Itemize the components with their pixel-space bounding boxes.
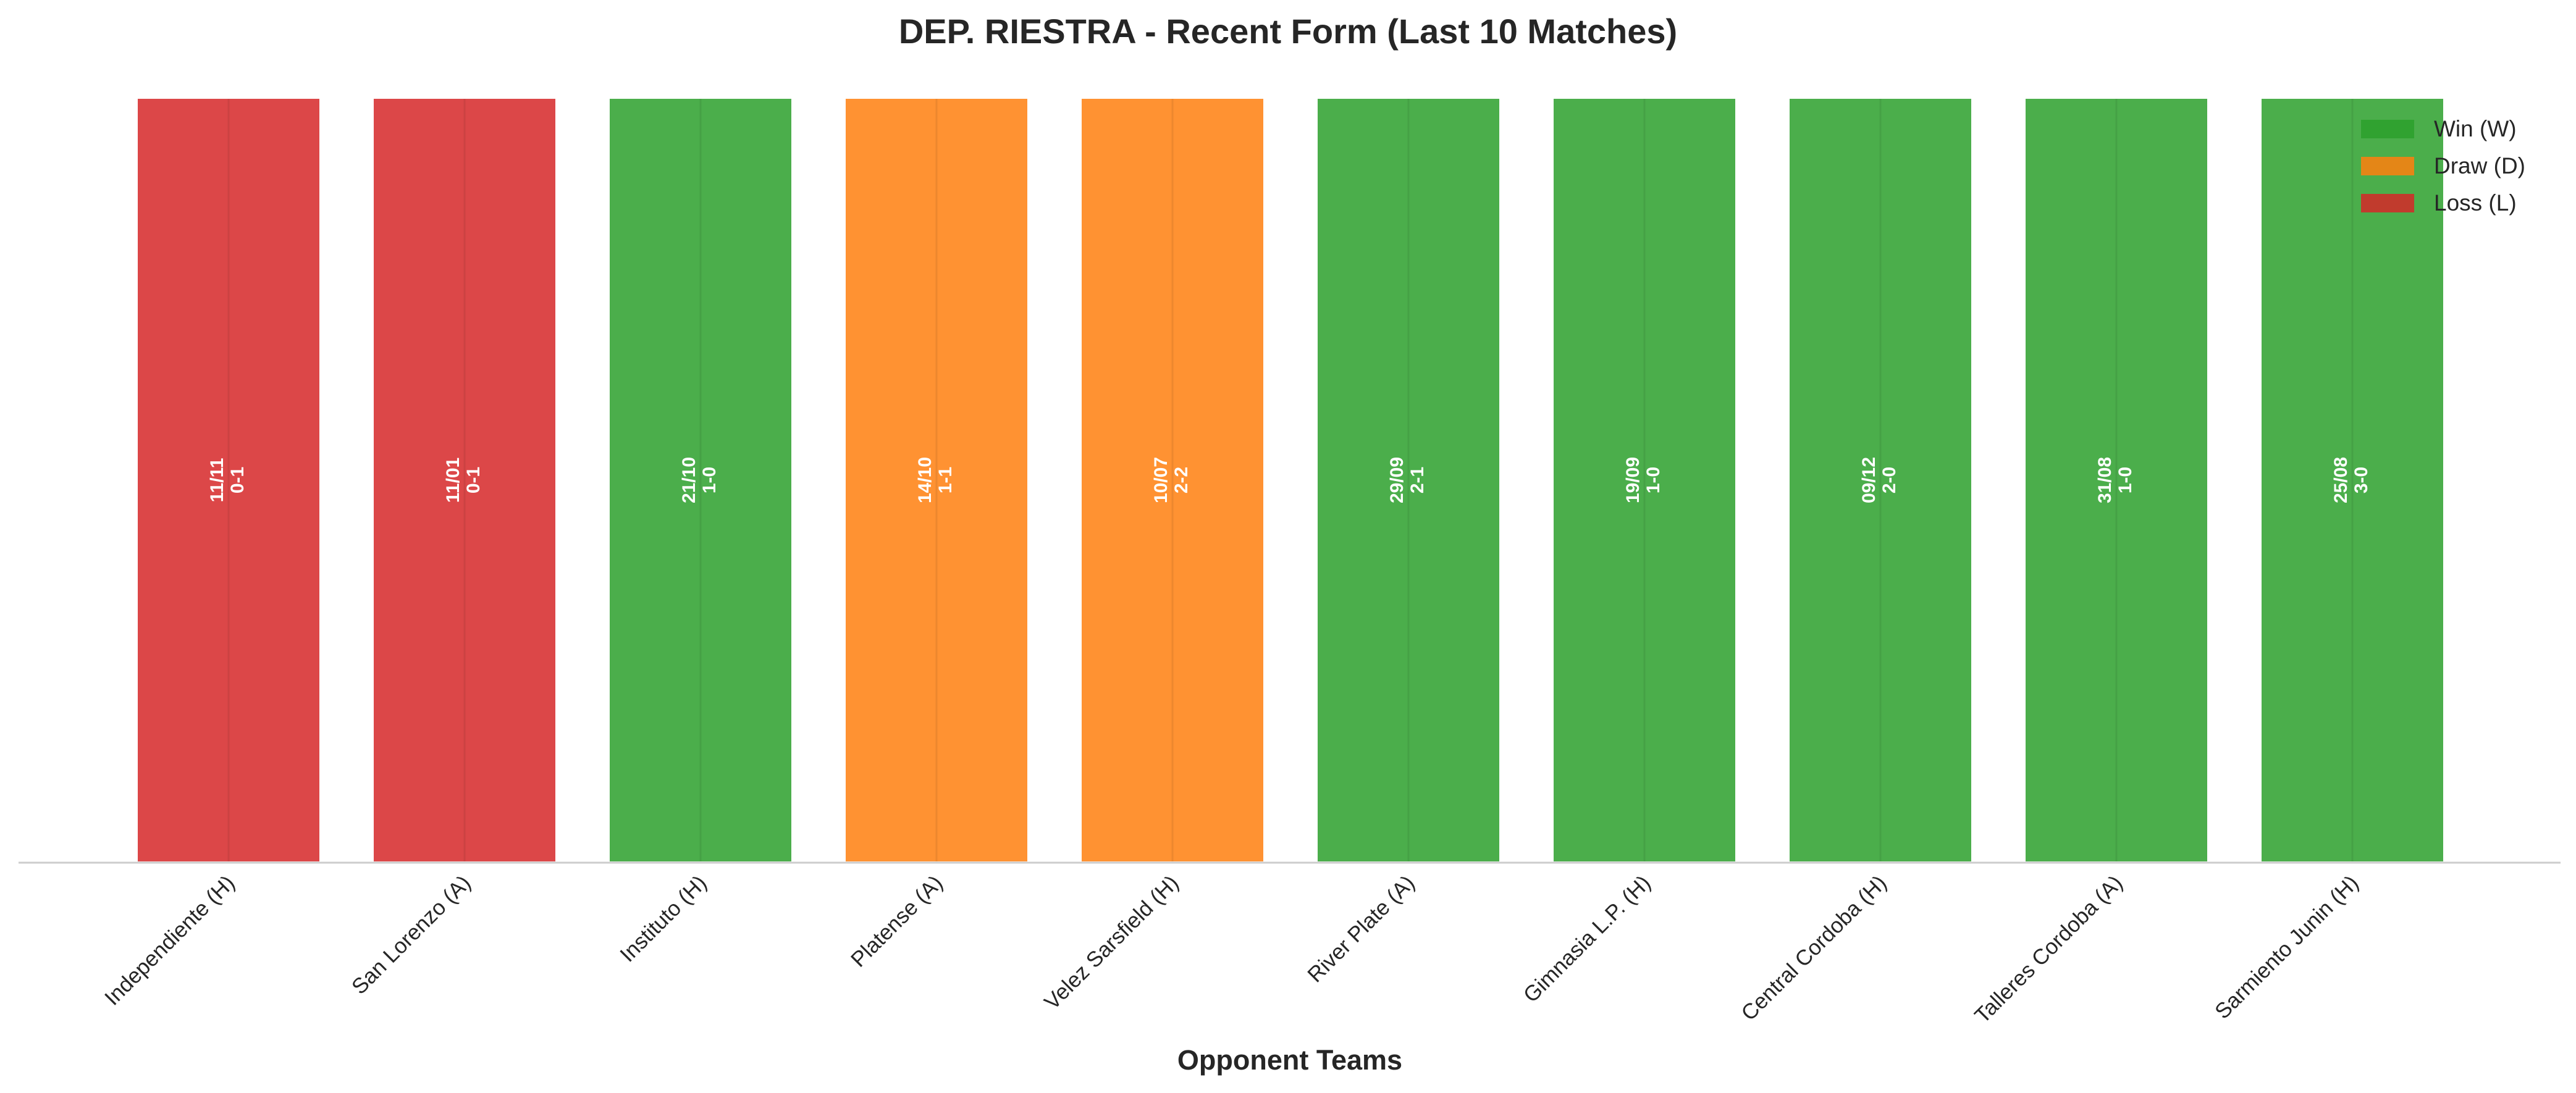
bar-2: [371, 96, 558, 864]
match-date: 25/08: [2331, 457, 2351, 503]
x-tick-label: Central Cordoba (H): [1736, 871, 1891, 1025]
x-axis-label: Opponent Teams: [1177, 1044, 1402, 1076]
bar-data-label: 25/083-0: [2331, 457, 2372, 503]
match-date: 29/09: [1387, 457, 1407, 503]
match-date: 21/10: [679, 457, 699, 503]
x-tick-label: Platense (A): [846, 871, 948, 972]
legend-swatch: [2361, 157, 2414, 175]
match-date: 14/10: [915, 457, 935, 503]
match-score: 3-0: [2351, 467, 2372, 493]
x-tick-label: Talleres Cordoba (A): [1970, 871, 2128, 1028]
bar-data-label: 19/091-0: [1623, 457, 1664, 503]
x-tick-label: River Plate (A): [1303, 871, 1419, 987]
bar-3: [607, 96, 794, 864]
legend-label: Win (W): [2434, 116, 2517, 141]
match-score: 1-0: [1643, 467, 1664, 493]
legend-label: Loss (L): [2434, 190, 2517, 216]
match-score: 2-0: [1879, 467, 1900, 493]
bar-data-label: 11/010-1: [443, 458, 484, 503]
match-date: 19/09: [1623, 457, 1643, 503]
match-score: 1-0: [2115, 467, 2136, 493]
match-score: 1-0: [699, 467, 720, 493]
x-tick-label: Independiente (H): [100, 871, 240, 1010]
match-date: 11/11: [207, 458, 227, 503]
bar-5: [1079, 96, 1266, 864]
bar-data-label: 29/092-1: [1387, 457, 1428, 503]
legend-label: Draw (D): [2434, 153, 2525, 178]
match-score: 1-1: [935, 467, 956, 493]
bar-4: [843, 96, 1030, 864]
match-score: 0-1: [227, 467, 248, 493]
bar-data-label: 14/101-1: [915, 457, 956, 503]
match-date: 09/12: [1859, 457, 1879, 503]
bar-data-label: 10/072-2: [1151, 457, 1192, 503]
match-score: 0-1: [463, 467, 484, 493]
match-score: 2-1: [1407, 467, 1428, 493]
match-date: 10/07: [1151, 457, 1171, 503]
bar-6: [1315, 96, 1502, 864]
x-tick-label: Gimnasia L.P. (H): [1519, 871, 1656, 1007]
bars-group: 11/110-1 11/010-1 21/101-0 14/101-1 10/072-2…: [135, 96, 2446, 864]
x-tick-label: Sarmiento Junin (H): [2210, 871, 2363, 1024]
bar-7: [1551, 96, 1738, 864]
match-date: 31/08: [2095, 457, 2115, 503]
x-tick-label: Velez Sarsfield (H): [1040, 871, 1184, 1015]
x-tick-labels: Independiente (H) San Lorenzo (A) Institut…: [100, 871, 2363, 1028]
bar-data-label: 21/101-0: [679, 457, 720, 503]
legend: Win (W) Draw (D) Loss (L): [2361, 116, 2525, 216]
legend-swatch: [2361, 120, 2414, 138]
x-tick-label: San Lorenzo (A): [347, 871, 476, 999]
match-score: 2-2: [1171, 467, 1192, 493]
legend-swatch: [2361, 194, 2414, 212]
bar-1: [135, 96, 322, 864]
match-date: 11/01: [443, 458, 463, 503]
bar-data-label: 09/122-0: [1859, 457, 1900, 503]
bar-data-label: 11/110-1: [207, 458, 248, 503]
chart-title: DEP. RIESTRA - Recent Form (Last 10 Matc…: [899, 12, 1677, 51]
x-tick-label: Instituto (H): [615, 871, 711, 966]
bar-10: [2259, 96, 2446, 864]
bar-data-label: 31/081-0: [2095, 457, 2136, 503]
